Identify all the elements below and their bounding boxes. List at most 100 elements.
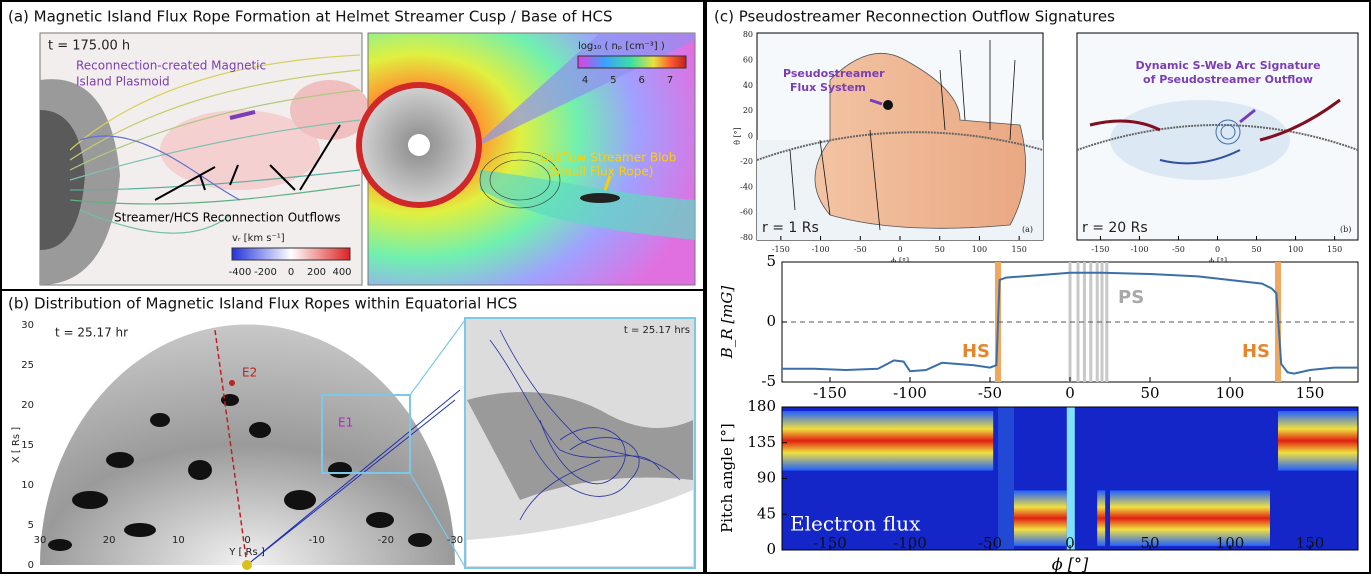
y-tick-label: 0	[748, 132, 753, 141]
annotation: Island Plasmoid	[76, 75, 170, 89]
x-tick-label: 50	[935, 245, 945, 254]
x-tick-label: 100	[972, 245, 987, 254]
flux-column	[998, 407, 1014, 550]
y-tick-label: 20	[21, 400, 34, 411]
x-tick-label: 150	[1327, 245, 1342, 254]
x-tick-label: 100	[1216, 384, 1245, 402]
panel-frame	[0, 0, 705, 574]
radius-label: r = 20 Rs	[1082, 220, 1148, 236]
y-tick-label: 90	[757, 469, 776, 487]
y-tick-label: 0	[28, 560, 34, 571]
x-tick-label: 150	[1296, 534, 1325, 552]
colorbar-tick-label: 6	[638, 75, 644, 86]
ps-band	[1082, 262, 1086, 382]
map-image: Pseudostreamer Flux System r = 1 Rs (a) …	[733, 32, 1044, 266]
corner-label: (a)	[1022, 225, 1033, 234]
map-image: Dynamic S-Web Arc Signature of Pseudostr…	[1076, 32, 1359, 266]
data-line	[782, 271, 1358, 375]
x-tick-label: -20	[378, 535, 394, 546]
x-tick-label: 0	[1215, 245, 1220, 254]
panel-title: (c) Pseudostreamer Reconnection Outflow …	[714, 8, 1115, 26]
axis-label: Pitch angle [°]	[718, 423, 736, 533]
axis-label: ϕ [°]	[1052, 555, 1089, 574]
y-tick-label: 40	[743, 81, 753, 90]
corner-label: (b)	[1340, 225, 1351, 234]
x-tick-label: -50	[978, 384, 1002, 402]
colorbar-tick-label: -200	[254, 267, 277, 278]
flux-column	[1066, 407, 1075, 550]
radius-label: r = 1 Rs	[762, 220, 819, 236]
y-tick-label: -5	[761, 372, 776, 390]
colorbar	[577, 55, 687, 69]
x-tick-label: 150	[1012, 245, 1027, 254]
label: HS	[962, 341, 990, 362]
panel-title: (a) Magnetic Island Flux Rope Formation …	[8, 8, 613, 26]
colorbar-tick-label: 400	[332, 267, 351, 278]
x-tick-label: -150	[813, 534, 847, 552]
flux-band	[1014, 490, 1067, 547]
colorbar	[231, 247, 351, 261]
x-tick-label: 0	[1065, 534, 1075, 552]
annotation: (Small Flux Rope)	[548, 165, 653, 179]
y-tick-label: 15	[21, 440, 34, 451]
axis-label: X [ Rs ]	[11, 427, 22, 463]
annotation: Outflow Streamer Blob	[540, 151, 676, 165]
label: HS	[1242, 341, 1270, 362]
flux-band	[1097, 490, 1106, 547]
colorbar-tick-label: -400	[229, 267, 252, 278]
flux-band	[1278, 410, 1358, 471]
y-tick-label: 5	[28, 520, 34, 531]
annotation: Flux System	[790, 81, 866, 94]
colorbar-tick-label: 5	[610, 75, 616, 86]
x-tick-label: -150	[813, 384, 847, 402]
time-label: t = 25.17 hr	[55, 326, 128, 340]
y-tick-label: 0	[766, 312, 776, 330]
panel-title: (b) Distribution of Magnetic Island Flux…	[8, 295, 517, 313]
x-tick-label: 50	[1251, 245, 1261, 254]
x-tick-label: 10	[172, 535, 185, 546]
y-tick-label: 10	[21, 480, 34, 491]
x-tick-label: 50	[1140, 384, 1159, 402]
colorbar-label: vᵣ [km s⁻¹]	[232, 233, 285, 244]
y-tick-label: 60	[743, 55, 753, 64]
x-tick-label: -30	[447, 535, 463, 546]
annotation: Dynamic S-Web Arc Signature	[1135, 59, 1320, 72]
x-tick-label: -50	[978, 534, 1002, 552]
colorbar-tick-label: 7	[667, 75, 673, 86]
y-tick-label: 180	[747, 397, 776, 415]
y-tick-label: -60	[740, 208, 753, 217]
axis-label: θ [°]	[733, 127, 742, 145]
annotation: Reconnection-created Magnetic	[76, 59, 266, 73]
flux-band	[1110, 490, 1270, 547]
axis-label: B_R [mG]	[718, 286, 736, 360]
y-tick-label: 45	[757, 504, 776, 522]
x-tick-label: 150	[1296, 384, 1325, 402]
label: E1	[338, 416, 353, 430]
y-tick-label: -20	[740, 157, 753, 166]
spectrogram-image: 0 45 90 135 180 -150 -100 -50 0 50 100 150	[747, 397, 1358, 558]
y-tick-label: 20	[743, 106, 753, 115]
axis-label: Y [ Rs ]	[228, 547, 265, 558]
time-label: t = 175.00 h	[48, 39, 130, 54]
x-tick-label: 0	[1065, 384, 1075, 402]
plot-frame	[781, 406, 1359, 551]
x-tick-label: 100	[1216, 534, 1245, 552]
colorbar-tick-label: 4	[582, 75, 588, 86]
x-tick-label: 0	[244, 535, 250, 546]
simulation-image: Reconnection-created Magnetic Island Pla…	[39, 32, 370, 286]
y-tick-label: 0	[766, 540, 776, 558]
x-tick-label: 30	[34, 535, 47, 546]
x-tick-label: 0	[897, 245, 902, 254]
y-tick-label: 135	[747, 433, 776, 451]
x-tick-label: -50	[854, 245, 867, 254]
x-tick-label: 100	[1288, 245, 1303, 254]
x-tick-label: -100	[893, 534, 927, 552]
simulation-image: E2 E1 t = 25.17 hr X [ Rs ] Y [ Rs ]	[11, 318, 466, 570]
simulation-image: t = 25.17 hrs	[464, 317, 696, 569]
x-tick-label: -150	[1091, 245, 1109, 254]
x-tick-label: -150	[772, 245, 790, 254]
flux-band	[782, 410, 994, 471]
time-label: t = 25.17 hrs	[624, 325, 690, 336]
